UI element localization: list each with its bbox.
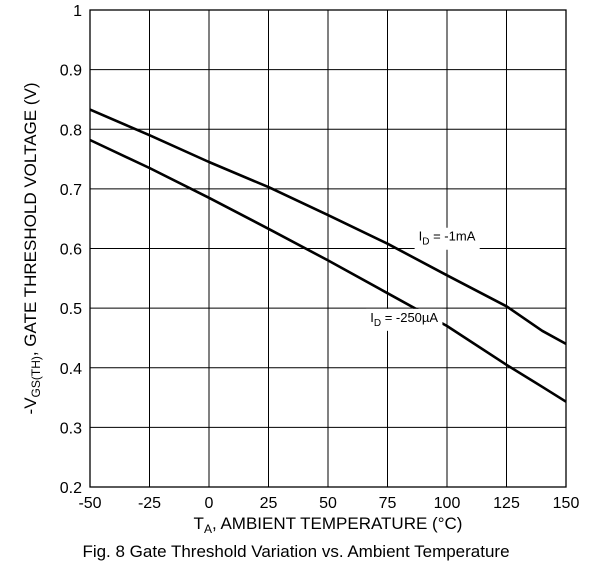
x-tick-label: -50 xyxy=(78,495,101,512)
series-label-bg xyxy=(366,308,443,331)
x-tick-label: 25 xyxy=(260,495,278,512)
x-tick-label: 75 xyxy=(379,495,397,512)
series-label-bg xyxy=(414,227,480,250)
y-tick-label: 0.9 xyxy=(60,63,82,80)
y-tick-label: 0.7 xyxy=(60,182,82,199)
series-label-text: ID = -1mA xyxy=(419,229,476,248)
x-tick-label: 150 xyxy=(553,495,580,512)
x-tick-label: 0 xyxy=(205,495,214,512)
y-tick-label: 1 xyxy=(73,3,82,20)
x-axis-label-prefix: T xyxy=(194,514,204,533)
x-axis-label-sub: A xyxy=(204,522,212,536)
series-line-0 xyxy=(89,108,567,346)
x-tick-label: -25 xyxy=(138,495,161,512)
x-tick-label: 50 xyxy=(319,495,337,512)
x-tick-label: 125 xyxy=(493,495,520,512)
series-label-prefix: I xyxy=(419,229,423,244)
series-label-rest: = -1mA xyxy=(429,229,475,244)
series-label-prefix: I xyxy=(370,310,374,325)
series-label-sub: D xyxy=(374,318,381,329)
y-tick-label: 0.8 xyxy=(60,122,82,139)
x-axis-label: TA, AMBIENT TEMPERATURE (°C) xyxy=(194,514,463,536)
series-label-1: ID = -250µA xyxy=(366,308,443,331)
series-label-sub: D xyxy=(422,237,429,248)
y-tick-labels: 0.2 0.3 0.4 0.5 0.6 0.7 0.8 0.9 1 xyxy=(60,3,82,497)
series-line-1 xyxy=(89,138,567,403)
series-label-0: ID = -1mA xyxy=(414,227,480,250)
grid-lines xyxy=(89,9,567,488)
figure-caption: Fig. 8 Gate Threshold Variation vs. Ambi… xyxy=(82,542,509,561)
series-label-rest: = -250µA xyxy=(381,310,438,325)
y-tick-label: 0.2 xyxy=(60,480,82,497)
y-axis-label-prefix: -V xyxy=(21,397,40,415)
x-tick-label: 100 xyxy=(434,495,461,512)
plot-frame xyxy=(89,9,567,488)
y-axis-label-rest: , GATE THRESHOLD VOLTAGE (V) xyxy=(21,83,40,357)
x-tick-labels: -50 -25 0 25 50 75 100 125 150 xyxy=(78,495,579,512)
y-axis-label: -VGS(TH), GATE THRESHOLD VOLTAGE (V) xyxy=(21,83,43,415)
x-axis-label-rest: , AMBIENT TEMPERATURE (°C) xyxy=(212,514,463,533)
y-axis-label-sub: GS(TH) xyxy=(29,356,43,397)
series-label-text: ID = -250µA xyxy=(370,310,438,329)
y-tick-label: 0.6 xyxy=(60,242,82,259)
y-tick-label: 0.3 xyxy=(60,420,82,437)
y-tick-label: 0.5 xyxy=(60,301,82,318)
y-tick-label: 0.4 xyxy=(60,361,82,378)
